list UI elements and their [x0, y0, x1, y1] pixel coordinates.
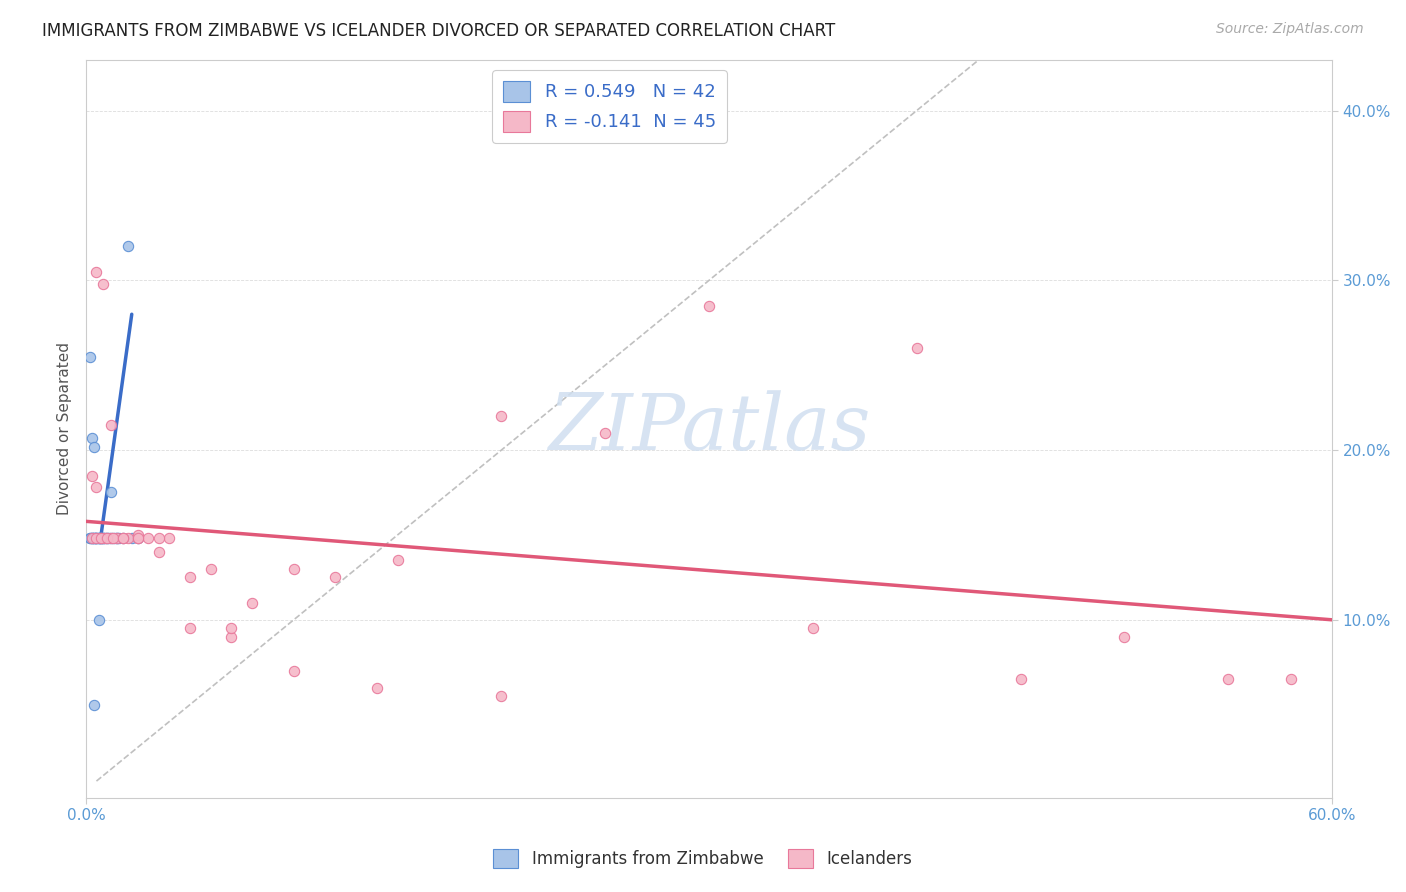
- Point: [117, 532, 139, 546]
- Point: [1010, 672, 1032, 686]
- Point: [100, 417, 122, 432]
- Point: [96, 532, 118, 546]
- Point: [96, 532, 118, 546]
- Point: [86, 265, 108, 279]
- Point: [366, 681, 388, 695]
- Point: [82, 468, 104, 483]
- Point: [91, 532, 114, 546]
- Point: [87, 532, 110, 546]
- Point: [283, 664, 305, 678]
- Point: [82, 532, 104, 546]
- Point: [82, 431, 104, 445]
- Point: [801, 621, 824, 635]
- Point: [157, 532, 180, 546]
- Point: [221, 630, 243, 644]
- Point: [112, 532, 135, 546]
- Point: [179, 570, 201, 584]
- Point: [87, 532, 110, 546]
- Point: [104, 532, 127, 546]
- Legend: R = 0.549   N = 42, R = -0.141  N = 45: R = 0.549 N = 42, R = -0.141 N = 45: [492, 70, 727, 143]
- Point: [86, 532, 108, 546]
- Text: IMMIGRANTS FROM ZIMBABWE VS ICELANDER DIVORCED OR SEPARATED CORRELATION CHART: IMMIGRANTS FROM ZIMBABWE VS ICELANDER DI…: [42, 22, 835, 40]
- Point: [83, 532, 105, 546]
- Legend: Immigrants from Zimbabwe, Icelanders: Immigrants from Zimbabwe, Icelanders: [486, 842, 920, 875]
- Point: [491, 690, 513, 704]
- Point: [112, 532, 135, 546]
- Point: [94, 532, 117, 546]
- Point: [86, 532, 108, 546]
- Point: [283, 562, 305, 576]
- Point: [200, 562, 222, 576]
- Point: [91, 532, 114, 546]
- Point: [1114, 630, 1136, 644]
- Point: [82, 532, 104, 546]
- Point: [90, 532, 112, 546]
- Point: [90, 532, 112, 546]
- Point: [91, 277, 114, 291]
- Point: [100, 532, 122, 546]
- Point: [1218, 672, 1240, 686]
- Point: [148, 545, 170, 559]
- Point: [905, 341, 928, 355]
- Point: [105, 532, 128, 546]
- Point: [94, 532, 117, 546]
- Point: [86, 532, 108, 546]
- Point: [127, 532, 149, 546]
- Point: [105, 532, 128, 546]
- Point: [101, 532, 124, 546]
- Point: [121, 532, 143, 546]
- Point: [100, 532, 122, 546]
- Point: [100, 485, 122, 500]
- Point: [117, 239, 139, 253]
- Point: [83, 532, 105, 546]
- Point: [593, 426, 616, 441]
- Point: [108, 532, 131, 546]
- Point: [87, 613, 110, 627]
- Point: [86, 532, 108, 546]
- Point: [127, 532, 149, 546]
- Point: [323, 570, 346, 584]
- Point: [105, 532, 128, 546]
- Point: [1279, 672, 1302, 686]
- Point: [387, 553, 409, 567]
- Point: [79, 532, 101, 546]
- Point: [87, 532, 110, 546]
- Text: Source: ZipAtlas.com: Source: ZipAtlas.com: [1216, 22, 1364, 37]
- Point: [79, 532, 101, 546]
- Point: [82, 532, 104, 546]
- Point: [96, 532, 118, 546]
- Point: [90, 532, 112, 546]
- Point: [86, 480, 108, 494]
- Point: [491, 409, 513, 423]
- Point: [221, 621, 243, 635]
- Point: [148, 532, 170, 546]
- Point: [112, 532, 135, 546]
- Point: [82, 532, 104, 546]
- Point: [138, 532, 160, 546]
- Point: [179, 621, 201, 635]
- Point: [83, 532, 105, 546]
- Point: [697, 299, 720, 313]
- Point: [90, 532, 112, 546]
- Point: [97, 532, 120, 546]
- Point: [83, 440, 105, 454]
- Point: [90, 532, 112, 546]
- Point: [91, 532, 114, 546]
- Point: [86, 532, 108, 546]
- Text: ZIPatlas: ZIPatlas: [548, 391, 870, 467]
- Point: [83, 698, 105, 712]
- Point: [240, 596, 263, 610]
- Point: [79, 350, 101, 364]
- Point: [87, 532, 110, 546]
- Y-axis label: Divorced or Separated: Divorced or Separated: [58, 343, 72, 516]
- Point: [127, 528, 149, 542]
- Point: [101, 532, 124, 546]
- Point: [127, 532, 149, 546]
